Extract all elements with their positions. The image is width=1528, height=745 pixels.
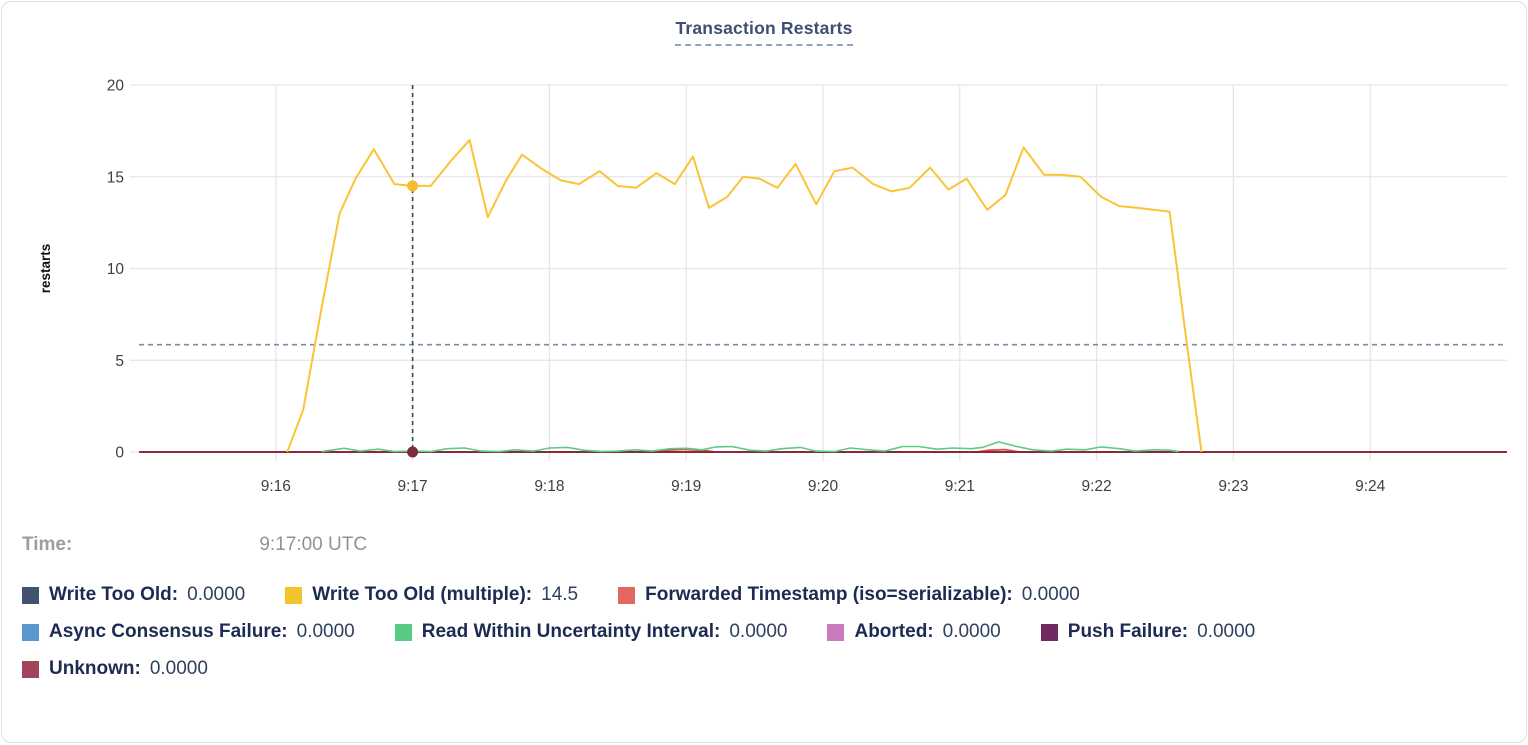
legend-swatch-icon [1040, 623, 1058, 641]
legend-value: 0.0000 [1197, 621, 1256, 642]
legend-label: Unknown: [49, 658, 141, 679]
legend-value: 0.0000 [149, 658, 208, 679]
gridlines [130, 84, 1507, 461]
svg-text:9:23: 9:23 [1218, 478, 1248, 495]
legend-value: 0.0000 [942, 621, 1001, 642]
legend-value: 0.0000 [1021, 584, 1080, 605]
legend-row: Write Too Old: 0.0000 Write Too Old (multi… [22, 584, 1512, 606]
legend-value: 14.5 [541, 584, 579, 605]
legend-row: Unknown: 0.0000 [22, 658, 1512, 680]
hover-tooltip-panel: Time: 9:17:00 UTC Write Too Old: 0.0000 Wr… [22, 534, 1512, 680]
chart-svg[interactable]: 0 5 10 15 20 9:16 9:17 9:18 9:19 9:20 9:21 9:22 9:23… [2, 2, 1527, 514]
legend-value: 0.0000 [729, 621, 788, 642]
svg-text:15: 15 [107, 169, 124, 186]
legend-swatch-icon [22, 623, 39, 641]
svg-text:9:22: 9:22 [1082, 478, 1112, 495]
svg-text:10: 10 [107, 261, 125, 278]
svg-text:9:17: 9:17 [398, 478, 428, 495]
legend-item: Write Too Old: 0.0000 [22, 584, 245, 606]
svg-text:9:16: 9:16 [261, 478, 291, 495]
legend-row: Async Consensus Failure: 0.0000 Read Withi… [22, 621, 1512, 643]
legend-swatch-icon [22, 586, 39, 604]
legend-item: Aborted: 0.0000 [827, 621, 1001, 643]
tooltip-time-row: Time: 9:17:00 UTC [22, 534, 1512, 556]
legend: Write Too Old: 0.0000 Write Too Old (multi… [22, 584, 1512, 680]
legend-label: Read Within Uncertainty Interval: [421, 621, 721, 642]
legend-label: Push Failure: [1067, 621, 1189, 642]
hover-marker-dot [407, 180, 419, 192]
legend-item: Read Within Uncertainty Interval: 0.0000 [394, 621, 788, 643]
hover-marker-dot [407, 446, 419, 458]
legend-item: Write Too Old (multiple): 14.5 [285, 584, 578, 606]
svg-text:9:24: 9:24 [1355, 478, 1386, 495]
tooltip-time-value: 9:17:00 UTC [259, 534, 368, 555]
legend-swatch-icon [618, 586, 636, 604]
tooltip-time-label: Time: [22, 534, 73, 555]
legend-value: 0.0000 [296, 621, 355, 642]
x-axis-labels: 9:16 9:17 9:18 9:19 9:20 9:21 9:22 9:23 9:24 [261, 478, 1386, 495]
legend-item: Unknown: 0.0000 [22, 658, 208, 680]
legend-item: Async Consensus Failure: 0.0000 [22, 621, 355, 643]
legend-swatch-icon [394, 623, 412, 641]
legend-value: 0.0000 [187, 584, 246, 605]
svg-text:20: 20 [107, 78, 125, 95]
svg-text:9:21: 9:21 [945, 478, 975, 495]
legend-label: Forwarded Timestamp (iso=serializable): [645, 584, 1013, 605]
svg-text:5: 5 [115, 353, 124, 370]
legend-item: Forwarded Timestamp (iso=serializable): 0… [618, 584, 1080, 606]
svg-text:9:18: 9:18 [534, 478, 564, 495]
series-line [286, 139, 1203, 453]
y-axis-title: restarts [38, 244, 53, 294]
y-axis-labels: 0 5 10 15 20 [107, 78, 125, 462]
legend-item: Push Failure: 0.0000 [1040, 621, 1256, 643]
legend-label: Async Consensus Failure: [49, 621, 288, 642]
svg-text:9:19: 9:19 [671, 478, 701, 495]
legend-label: Write Too Old (multiple): [312, 584, 533, 605]
chart-title-wrap: Transaction Restarts [2, 18, 1526, 46]
legend-label: Aborted: [854, 621, 934, 642]
legend-swatch-icon [22, 660, 39, 678]
series-line [321, 441, 1179, 453]
legend-swatch-icon [827, 623, 845, 641]
legend-label: Write Too Old: [49, 584, 179, 605]
chart-title[interactable]: Transaction Restarts [675, 18, 853, 46]
svg-text:9:20: 9:20 [808, 478, 839, 495]
legend-swatch-icon [285, 586, 303, 604]
svg-text:0: 0 [115, 445, 124, 462]
